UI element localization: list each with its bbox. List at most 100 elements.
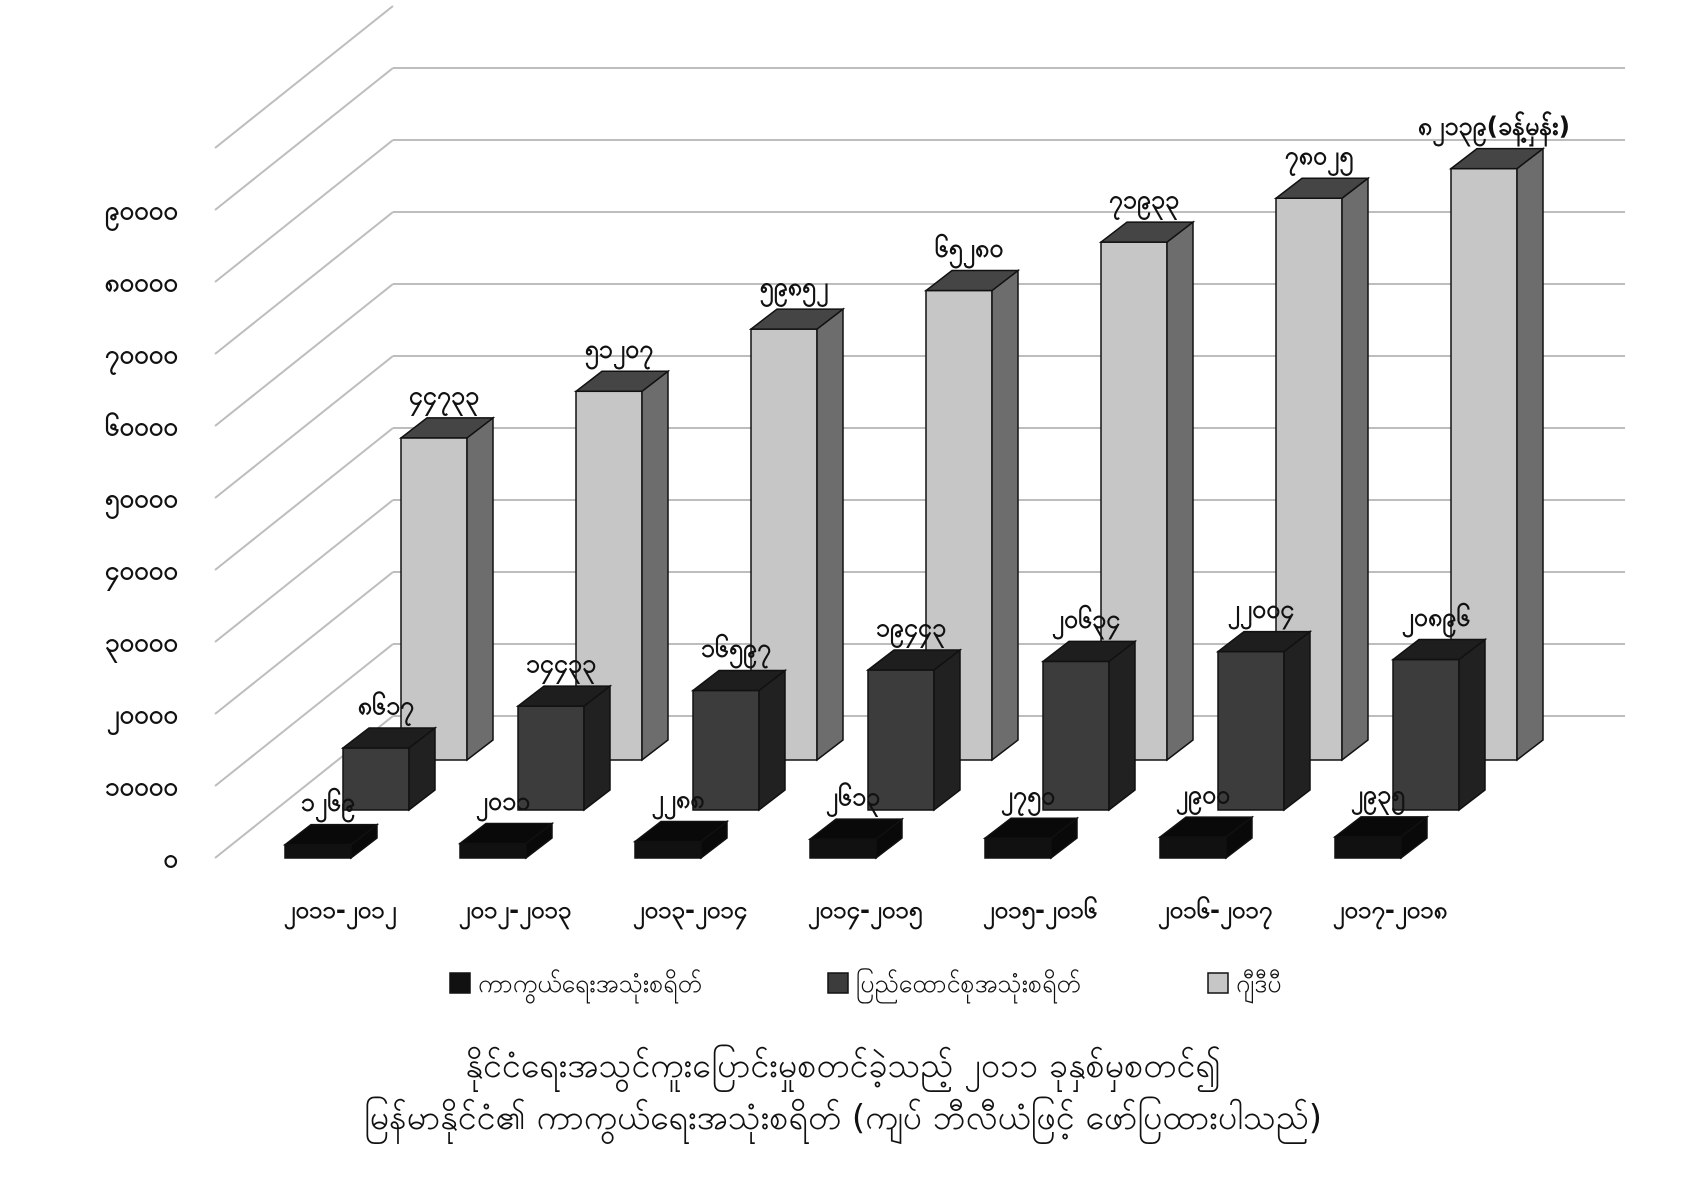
legend: ကာကွယ်ရေးအသုံးစရိတ် ပြည်ထောင်စုအသုံးစရိတ်… (449, 968, 1282, 1004)
bar-top-face (1448, 147, 1546, 170)
bar-1-2 (457, 821, 555, 860)
bar-2-5 (1040, 639, 1138, 812)
bar-top-face (865, 649, 963, 671)
bar-front-face (692, 689, 760, 811)
bar-1-7 (1332, 815, 1430, 860)
bar-side-face (1458, 638, 1486, 812)
bar-front-face (634, 840, 702, 859)
data-label: ၂၀၁၁ (476, 787, 530, 822)
bar-side-face (1341, 176, 1369, 762)
bar-front-face (1159, 836, 1227, 859)
caption-line-1: နိုင်ငံရေးအသွင်ကူးပြောင်းမှုစတင်ခဲ့သည့် … (465, 1046, 1221, 1086)
y-tick-label: ၆၀၀၀၀ (105, 410, 179, 442)
y-tick-label: ၀ (163, 844, 178, 874)
gridline-depth (214, 499, 394, 643)
bar-2-3 (690, 668, 788, 812)
bar-top-face (573, 370, 671, 393)
y-tick-label: ၇၀၀၀၀ (105, 340, 179, 376)
bar-top-face (515, 685, 613, 707)
x-tick-label: ၂၀၁၅-၂၀၁၆ (983, 895, 1098, 930)
bar-3-6 (1273, 176, 1371, 762)
gridline-depth (214, 211, 394, 355)
y-tick-label: ၂၀၀၀၀ (107, 700, 179, 736)
bar-front-face (459, 842, 527, 859)
bar-top-face (1273, 177, 1371, 199)
bar-top-face (398, 417, 496, 439)
legend-swatch (1207, 972, 1229, 994)
bar-side-face (1108, 639, 1136, 812)
bar-1-4 (807, 817, 905, 860)
caption-line-2: မြန်မာနိုင်ငံ၏ ကာကွယ်ရေးအသုံးစရိတ် (ကျပ်… (363, 1098, 1323, 1138)
bar-2-7 (1390, 638, 1488, 812)
gridline-depth (214, 139, 394, 283)
bars (282, 147, 1546, 860)
bar-side-face (1166, 220, 1194, 762)
data-label: ၆၅၂၈၀ (935, 234, 1004, 269)
figure-caption: နိုင်ငံရေးအသွင်ကူးပြောင်းမှုစတင်ခဲ့သည့် … (0, 1040, 1686, 1144)
bar-side-face (991, 269, 1019, 762)
y-tick-label: ၈၀၀၀၀ (105, 268, 179, 298)
data-label: ၇၁၉၃၃ (1109, 185, 1179, 220)
x-axis-ticks: ၂၀၁၁-၂၀၁၂ ၂၀၁၂-၂၀၁၃ ၂၀၁၃-၂၀၁၄ ၂၀၁၄-၂၀၁၅ ၂၀၁၅… (284, 895, 1448, 930)
legend-swatch (449, 972, 471, 994)
bar-side-face (758, 668, 786, 812)
bar-side-face (933, 648, 961, 812)
bar-2-6 (1215, 630, 1313, 812)
bar-top-face (807, 818, 905, 840)
bar-front-face (517, 705, 585, 811)
y-tick-label: ၄၀၀၀၀ (105, 556, 179, 592)
data-label: ၇၈၀၂၅ (1285, 141, 1354, 176)
legend-label: ပြည်ထောင်စုအသုံးစရိတ် (856, 968, 1081, 1003)
gridline-depth (214, 67, 394, 211)
bar-top-face (923, 269, 1021, 292)
data-label: ၅၉၈၅၂ (760, 272, 829, 307)
bar-front-face (809, 838, 877, 859)
data-label: ၂၂၈၈ (651, 785, 704, 820)
data-label: ၂၇၅၀ (1001, 781, 1055, 816)
gridline-depth (214, 427, 394, 571)
bar-2-1 (340, 726, 438, 812)
bar-front-face (1392, 658, 1460, 811)
bar-side-face (1283, 630, 1311, 812)
bar-front-face (1217, 650, 1285, 811)
bar-top-face (1215, 630, 1313, 653)
data-label: ၁၂၆၉ (301, 788, 355, 823)
bar-front-face (342, 747, 410, 811)
bar-side-face (816, 307, 844, 762)
data-label: ၅၁၂၀၇ (585, 334, 654, 369)
bar-top-face (1040, 640, 1138, 663)
bar-1-1 (282, 823, 380, 860)
legend-label: ကာကွယ်ရေးအသုံးစရိတ် (478, 969, 702, 1004)
bar-2-4 (865, 648, 963, 812)
bar-side-face (1516, 147, 1544, 762)
x-tick-label: ၂၀၁၁-၂၀၁၂ (284, 896, 397, 930)
x-tick-label: ၂၀၁၄-၂၀၁၅ (808, 896, 923, 930)
data-label: ၈၂၁၃၉(ခန့်မှန်း) (1418, 112, 1570, 147)
data-labels: ၄၄၇၃၃ ၅၁၂၀၇ ၅၉၈၅၂ ၆၅၂၈၀ ၇၁၉၃၃ ၇၈၀၂၅ ၈၂၁၃၉(ခန့်… (301, 112, 1570, 823)
bar-side-face (583, 684, 611, 812)
gridline-depth (214, 643, 394, 787)
bar-top-face (748, 308, 846, 330)
bar-top-face (1098, 221, 1196, 243)
gridline-depth (214, 283, 394, 427)
y-tick-label: ၁၀၀၀၀ (105, 772, 179, 802)
bar-side-face (641, 369, 669, 762)
bar-1-5 (982, 816, 1080, 860)
bar-front-face (1334, 836, 1402, 859)
bar-1-6 (1157, 815, 1255, 860)
bar-top-face (282, 823, 380, 846)
gridline-depth (214, 571, 394, 715)
x-tick-label: ၂၀၁၇-၂၀၁၈ (1333, 896, 1448, 930)
bar-front-face (284, 843, 352, 859)
y-tick-label: ၃၀၀၀၀ (105, 628, 179, 664)
bar-top-face (457, 822, 555, 845)
bar-top-face (632, 820, 730, 843)
bar-top-face (982, 817, 1080, 839)
y-tick-label: ၅၀၀၀၀ (105, 484, 179, 520)
x-tick-label: ၂၀၁၆-၂၀၁၇ (1158, 895, 1273, 930)
bar-front-face (984, 837, 1052, 859)
y-axis-ticks: ၀ ၁၀၀၀၀ ၂၀၀၀၀ ၃၀၀၀၀ ၄၀၀၀၀ ၅၀၀၀၀ ၆၀၀၀၀ ၇၀၀၀၀ ၈၀၀၀… (105, 196, 179, 874)
bar-2-2 (515, 684, 613, 812)
